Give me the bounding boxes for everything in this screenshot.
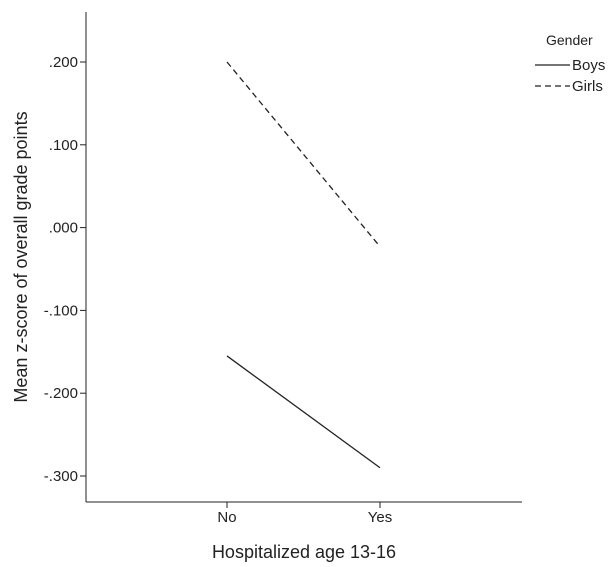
x-axis-ticks: No Yes	[217, 502, 392, 526]
y-tick-label: -.300	[44, 468, 78, 485]
x-tick-label: Yes	[368, 509, 392, 526]
y-tick-label: .100	[49, 137, 78, 154]
x-axis-title: Hospitalized age 13-16	[212, 542, 396, 562]
y-tick-label: -.200	[44, 385, 78, 402]
y-tick-label: .000	[49, 220, 78, 237]
y-axis-ticks: .200 .100 .000 -.100 -.200 -.300	[44, 54, 86, 485]
x-tick-label: No	[217, 509, 236, 526]
legend-entries: Boys Girls	[535, 57, 605, 95]
y-tick-label: -.100	[44, 302, 78, 319]
legend-title: Gender	[546, 32, 593, 48]
legend-label-boys: Boys	[572, 57, 605, 74]
y-tick-label: .200	[49, 54, 78, 71]
series-layer	[226, 61, 381, 469]
legend-label-girls: Girls	[572, 78, 603, 95]
legend: Gender Boys Girls	[535, 32, 605, 95]
series-line-boys	[226, 355, 381, 469]
series-line-girls	[226, 61, 381, 248]
y-axis-title: Mean z-score of overall grade points	[11, 111, 31, 402]
